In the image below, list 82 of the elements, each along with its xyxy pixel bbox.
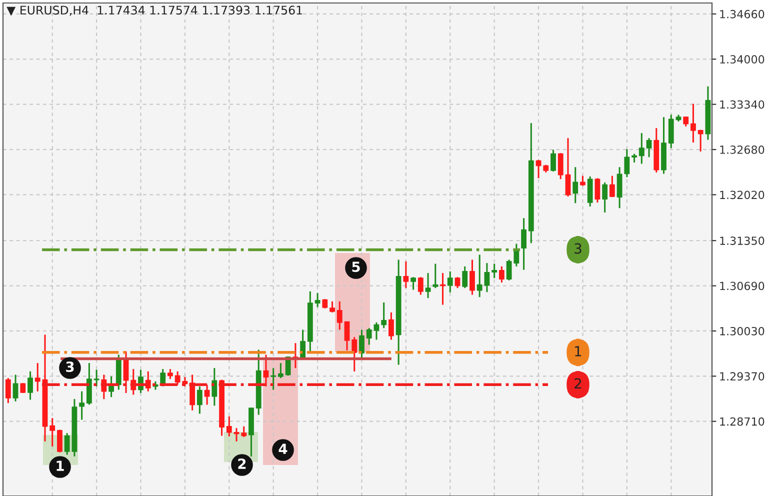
candlestick: [204, 384, 210, 406]
candlestick: [638, 132, 644, 165]
y-tick-label: 1.34000: [720, 55, 764, 64]
candlestick: [145, 370, 151, 392]
candlestick: [330, 300, 335, 314]
candlestick: [226, 416, 232, 438]
candlestick: [50, 417, 56, 448]
annotation: 3: [574, 243, 582, 254]
candlestick: [550, 149, 556, 172]
annotation: 2: [238, 458, 246, 469]
candlestick: [336, 300, 342, 331]
candlestick: [212, 367, 218, 406]
candlestick: [278, 362, 284, 379]
candlestick: [366, 327, 372, 346]
candlestick: [410, 276, 416, 291]
candlestick: [476, 254, 482, 298]
candlestick: [190, 374, 196, 412]
candlestick: [698, 129, 704, 152]
candlestick: [168, 368, 173, 380]
candlestick: [322, 298, 328, 310]
candlestick: [374, 322, 380, 341]
candlestick: [263, 354, 269, 388]
y-tick-label: 1.34660: [720, 10, 764, 18]
y-tick-label: 1.32680: [720, 146, 764, 154]
y-tick-label: 1.30690: [720, 282, 764, 290]
candlestick: [57, 428, 62, 454]
candlestick: [498, 266, 504, 284]
candlestick: [352, 336, 358, 372]
candlestick: [79, 390, 85, 420]
candlestick: [314, 292, 320, 308]
candlestick: [64, 432, 70, 456]
y-tick-label: 1.31350: [720, 236, 764, 245]
y-tick-label: 1.28710: [720, 417, 764, 426]
candlestick: [108, 376, 114, 398]
y-tick-label: 1.33340: [720, 100, 764, 109]
annotation: 1: [56, 460, 64, 471]
candlestick: [270, 367, 276, 391]
candlestick: [587, 176, 593, 208]
annotation: 2: [574, 378, 582, 388]
candlestick: [462, 266, 468, 289]
candlestick: [572, 166, 578, 204]
y-tick-label: 1.32020: [720, 190, 764, 200]
annotation: 3: [66, 362, 74, 372]
candlestick: [388, 312, 394, 341]
candlestick: [425, 272, 431, 299]
candlestick: [690, 103, 696, 144]
candlestick: [594, 177, 600, 204]
candlestick: [403, 260, 409, 289]
candlestick: [668, 114, 674, 149]
candlestick: [418, 276, 424, 296]
candlestick: [440, 272, 446, 306]
candlestick: [565, 137, 571, 198]
candlestick: [344, 320, 350, 352]
candlestick: [580, 175, 586, 187]
candlestick: [359, 328, 364, 359]
candlestick: [196, 386, 202, 414]
chart-title: ▼ EURUSD,H4 1.17434 1.17574 1.17393 1.17561: [6, 6, 302, 16]
candlestick: [602, 182, 608, 214]
candlestick: [12, 374, 18, 402]
candlestick: [492, 262, 498, 279]
candlestick: [381, 302, 387, 329]
candlestick: [454, 276, 460, 289]
candlestick: [521, 217, 526, 271]
candlestick: [646, 137, 652, 158]
candlestick: [432, 262, 438, 289]
candlestick: [447, 270, 453, 294]
candlestick: [123, 350, 129, 394]
candlestick: [5, 377, 11, 404]
candlestick: [241, 426, 247, 438]
candlestick: [558, 152, 564, 180]
candlestick: [609, 175, 615, 198]
candlestick: [28, 370, 33, 400]
candlestick: [484, 262, 490, 293]
annotation: 1: [575, 346, 582, 356]
candlestick: [94, 368, 100, 388]
candlestick: [470, 258, 475, 296]
annotation: 4: [278, 444, 288, 454]
annotation: 5: [352, 262, 360, 272]
candlestick: [34, 362, 40, 392]
candlestick: [160, 368, 166, 388]
y-tick-label: 1.29370: [720, 372, 764, 381]
y-tick-label: 1.30030: [720, 326, 764, 336]
